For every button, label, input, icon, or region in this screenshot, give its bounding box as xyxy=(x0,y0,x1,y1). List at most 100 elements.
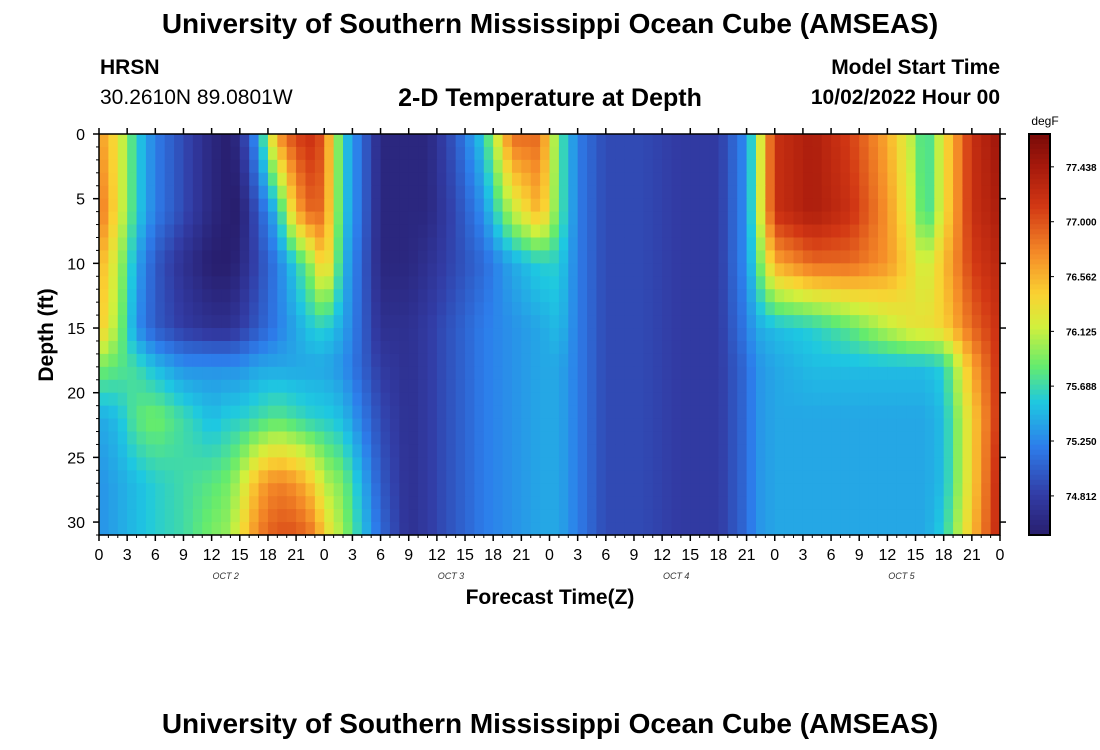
heatmap-cell xyxy=(943,172,954,187)
heatmap-cell xyxy=(924,146,935,161)
heatmap-cell xyxy=(709,146,720,161)
heatmap-cell xyxy=(840,328,851,342)
heatmap-cell xyxy=(615,340,626,355)
heatmap-cell xyxy=(755,444,766,458)
heatmap-cell xyxy=(643,159,654,174)
heatmap-cell xyxy=(117,224,128,239)
heatmap-cell xyxy=(859,302,870,316)
heatmap-cell xyxy=(953,172,964,187)
heatmap-cell xyxy=(840,522,851,536)
heatmap-cell xyxy=(483,185,494,200)
heatmap-cell xyxy=(596,276,607,290)
heatmap-cell xyxy=(192,211,203,226)
x-tick-label: 18 xyxy=(484,547,502,564)
heatmap-cell xyxy=(127,276,138,290)
heatmap-cell xyxy=(549,237,560,252)
heatmap-cell xyxy=(296,509,307,523)
heatmap-cell xyxy=(596,444,607,458)
heatmap-cell xyxy=(662,392,673,407)
heatmap-cell xyxy=(915,185,926,200)
heatmap-cell xyxy=(117,483,128,497)
heatmap-cell xyxy=(192,444,203,458)
heatmap-cell xyxy=(671,405,682,420)
heatmap-cell xyxy=(633,353,644,368)
heatmap-cell xyxy=(680,134,691,148)
heatmap-cell xyxy=(361,289,372,303)
heatmap-cell xyxy=(737,237,748,252)
heatmap-cell xyxy=(502,457,513,471)
heatmap-cell xyxy=(849,379,860,394)
model-start-label: Model Start Time xyxy=(831,56,1000,79)
heatmap-cell xyxy=(990,263,1001,277)
heatmap-cell xyxy=(737,457,748,471)
heatmap-cell xyxy=(906,237,917,252)
heatmap-cell xyxy=(990,379,1001,394)
heatmap-cell xyxy=(774,224,785,239)
heatmap-cell xyxy=(202,198,213,213)
heatmap-cell xyxy=(709,483,720,497)
heatmap-cell xyxy=(465,315,476,329)
heatmap-cell xyxy=(127,134,138,148)
heatmap-cell xyxy=(352,340,363,355)
heatmap-cell xyxy=(465,379,476,394)
heatmap-cell xyxy=(953,366,964,381)
heatmap-cell xyxy=(136,263,147,277)
heatmap-cell xyxy=(174,470,185,484)
heatmap-cell xyxy=(812,509,823,523)
heatmap-cell xyxy=(802,315,813,329)
heatmap-cell xyxy=(108,172,119,187)
heatmap-cell xyxy=(258,276,269,290)
heatmap-cell xyxy=(690,328,701,342)
heatmap-cell xyxy=(380,405,391,420)
heatmap-cell xyxy=(427,211,438,226)
heatmap-cell xyxy=(286,405,297,420)
x-tick-label: 3 xyxy=(573,547,582,564)
heatmap-cell xyxy=(418,211,429,226)
heatmap-cell xyxy=(108,302,119,316)
heatmap-cell xyxy=(127,146,138,161)
heatmap-cell xyxy=(755,496,766,510)
heatmap-cell xyxy=(305,431,316,446)
heatmap-cell xyxy=(849,159,860,174)
heatmap-cell xyxy=(671,276,682,290)
heatmap-cell xyxy=(671,379,682,394)
heatmap-cell xyxy=(755,250,766,264)
heatmap-cell xyxy=(145,146,156,161)
heatmap-cell xyxy=(371,328,382,342)
heatmap-cell xyxy=(465,496,476,510)
heatmap-cell xyxy=(633,483,644,497)
heatmap-cell xyxy=(549,522,560,536)
heatmap-cell xyxy=(793,328,804,342)
heatmap-cell xyxy=(108,146,119,161)
heatmap-cell xyxy=(99,470,109,484)
heatmap-cell xyxy=(436,522,447,536)
heatmap-cell xyxy=(793,418,804,433)
heatmap-cell xyxy=(812,353,823,368)
heatmap-cell xyxy=(615,315,626,329)
heatmap-cell xyxy=(352,405,363,420)
heatmap-cell xyxy=(127,522,138,536)
heatmap-cell xyxy=(164,522,175,536)
heatmap-cell xyxy=(502,198,513,213)
heatmap-cell xyxy=(399,146,410,161)
heatmap-cell xyxy=(624,392,635,407)
heatmap-cell xyxy=(418,496,429,510)
heatmap-cell xyxy=(859,159,870,174)
heatmap-cell xyxy=(981,509,992,523)
heatmap-cell xyxy=(145,172,156,187)
heatmap-cell xyxy=(371,237,382,252)
heatmap-cell xyxy=(709,379,720,394)
heatmap-cell xyxy=(258,392,269,407)
colorbar-segment xyxy=(1029,174,1050,180)
heatmap-cell xyxy=(671,457,682,471)
heatmap-cell xyxy=(802,470,813,484)
heatmap-cell xyxy=(483,224,494,239)
heatmap-cell xyxy=(418,470,429,484)
heatmap-cell xyxy=(136,146,147,161)
heatmap-cell xyxy=(267,470,278,484)
heatmap-cell xyxy=(493,483,504,497)
heatmap-cell xyxy=(483,134,494,148)
heatmap-cell xyxy=(145,159,156,174)
heatmap-cell xyxy=(483,522,494,536)
heatmap-cell xyxy=(568,289,579,303)
